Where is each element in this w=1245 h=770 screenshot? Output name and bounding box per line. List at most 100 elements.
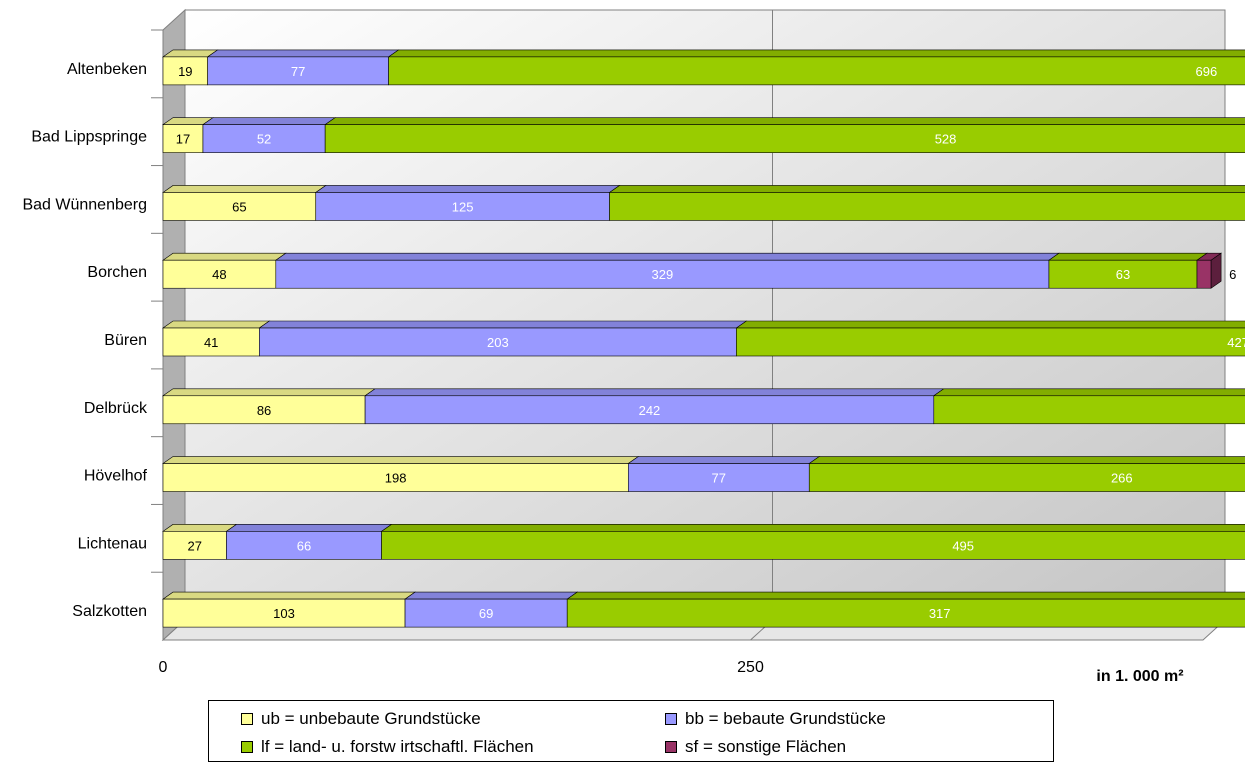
bar-segment-top bbox=[1047, 252, 1208, 261]
back-wall bbox=[184, 9, 1226, 621]
bar-segment: 125 bbox=[314, 185, 621, 221]
bar-segment-front bbox=[226, 531, 382, 560]
bar-segment-front bbox=[566, 598, 1245, 628]
category-label: Altenbeken bbox=[67, 61, 147, 78]
bar-segment-front bbox=[324, 124, 1245, 153]
legend-swatch bbox=[665, 741, 677, 753]
bar-segment: 329 bbox=[274, 252, 1060, 289]
bar-segment: 495 bbox=[380, 524, 1245, 560]
bar-segment-side bbox=[1210, 252, 1222, 289]
bar-segment: 27 bbox=[162, 524, 238, 560]
bars: 1977696175252816512560664832963641203427… bbox=[162, 49, 1245, 628]
bar-segment: 17 bbox=[162, 117, 214, 153]
bar-segment-top bbox=[324, 117, 1245, 125]
category-label: Büren bbox=[104, 332, 147, 349]
legend-item: sf = sonstige Flächen bbox=[665, 737, 846, 757]
bar-segment-front bbox=[388, 56, 1245, 86]
bar-segment-front bbox=[259, 327, 737, 357]
x-axis: 0250500750 bbox=[159, 659, 764, 676]
data-label: 77 bbox=[712, 471, 726, 486]
data-label: 52 bbox=[257, 132, 271, 147]
bar-segment: 103 bbox=[162, 591, 417, 628]
bar-segment-front bbox=[162, 598, 406, 628]
bar-segment: 48 bbox=[162, 252, 287, 289]
bar-segment-front bbox=[627, 463, 810, 492]
bar-segment: 77 bbox=[627, 456, 821, 492]
legend-swatch bbox=[665, 713, 677, 725]
legend-label: ub = unbebaute Grundstücke bbox=[261, 709, 481, 728]
category-label: Bad Wünnenberg bbox=[22, 196, 147, 213]
bar-segment: 696 bbox=[387, 49, 1245, 86]
data-label: 329 bbox=[652, 267, 674, 282]
bar-segment-top bbox=[808, 456, 1245, 464]
category-label: Lichtenau bbox=[78, 535, 147, 552]
data-label: 19 bbox=[178, 64, 192, 79]
bar-segment-front bbox=[404, 598, 568, 628]
bar-segment-front bbox=[162, 259, 277, 289]
bar-segment-top bbox=[380, 524, 1245, 532]
bar-segment: 242 bbox=[364, 388, 945, 425]
legend-label: lf = land- u. forstw irtschaftl. Flächen bbox=[261, 737, 534, 756]
data-label: 103 bbox=[273, 606, 295, 621]
bar-segment-top bbox=[162, 388, 377, 397]
data-label: 696 bbox=[1196, 64, 1218, 79]
data-label: 198 bbox=[385, 471, 407, 486]
data-label: 86 bbox=[257, 403, 271, 418]
bar-segment: 63 bbox=[1047, 252, 1208, 289]
bar-segment-top bbox=[387, 49, 1245, 58]
bar-segment-top bbox=[201, 117, 337, 125]
bar-segment-front bbox=[736, 327, 1245, 357]
legend-label: sf = sonstige Flächen bbox=[685, 737, 847, 756]
y-axis: Altenbeken Bad Lippspringe Bad Wünnenberg B… bbox=[22, 29, 163, 620]
bar-segment-front bbox=[207, 56, 389, 86]
bar-segment: 528 bbox=[324, 117, 1245, 153]
bar-segment-top bbox=[608, 185, 1245, 193]
bar-segment: 317 bbox=[566, 591, 1245, 628]
data-label: 317 bbox=[929, 606, 951, 621]
data-label: 63 bbox=[1116, 267, 1130, 282]
bar-segment: 266 bbox=[808, 456, 1245, 492]
x-tick-label: 250 bbox=[737, 659, 764, 676]
chart-walls bbox=[161, 8, 1227, 642]
legend-item: lf = land- u. forstw irtschaftl. Flächen bbox=[241, 737, 534, 757]
data-label: 427 bbox=[1227, 335, 1245, 350]
bar-segment-front bbox=[381, 531, 1245, 560]
bar-segment-front bbox=[162, 192, 317, 221]
data-label: 48 bbox=[212, 267, 226, 282]
bar-segment: 41 bbox=[162, 320, 271, 357]
bar-segment-front bbox=[162, 531, 227, 560]
bar-segment-top bbox=[932, 388, 1245, 397]
bar-segment-top bbox=[162, 252, 287, 261]
unit-label: in 1. 000 m² bbox=[1096, 668, 1183, 685]
bar-segment-top bbox=[274, 252, 1060, 261]
bar-segment-front bbox=[315, 192, 610, 221]
data-label: 17 bbox=[176, 132, 190, 147]
legend-swatch bbox=[241, 741, 253, 753]
data-label: 69 bbox=[479, 606, 493, 621]
bar-segment-front bbox=[1048, 259, 1198, 289]
bar-segment-front bbox=[162, 463, 629, 492]
bar-segment: 606 bbox=[608, 185, 1245, 221]
bar-segment-front bbox=[275, 259, 1050, 289]
bar-segment-top bbox=[162, 456, 640, 464]
bar-segment: 66 bbox=[225, 524, 393, 560]
data-label: 125 bbox=[452, 199, 474, 214]
bar-segment: 86 bbox=[162, 388, 377, 425]
bar-segment-top bbox=[566, 591, 1245, 600]
bar-segment: 6 bbox=[1196, 252, 1236, 289]
bar-segment: 65 bbox=[162, 185, 327, 221]
bar-segment-top bbox=[314, 185, 621, 193]
data-label: 6 bbox=[1229, 267, 1236, 282]
bar-segment: 203 bbox=[258, 320, 748, 357]
data-label: 41 bbox=[204, 335, 218, 350]
bar-segment: 427 bbox=[735, 320, 1245, 357]
bar-segment: 380 bbox=[932, 388, 1245, 425]
bar-segment-top bbox=[225, 524, 393, 532]
bar-segment-top bbox=[627, 456, 821, 464]
bar-segment-front bbox=[933, 395, 1245, 425]
data-label: 65 bbox=[232, 199, 246, 214]
bar-segment-top bbox=[364, 388, 945, 397]
bar-segment-front bbox=[162, 124, 204, 153]
bar-segment: 77 bbox=[206, 49, 400, 86]
category-label: Delbrück bbox=[84, 400, 148, 417]
